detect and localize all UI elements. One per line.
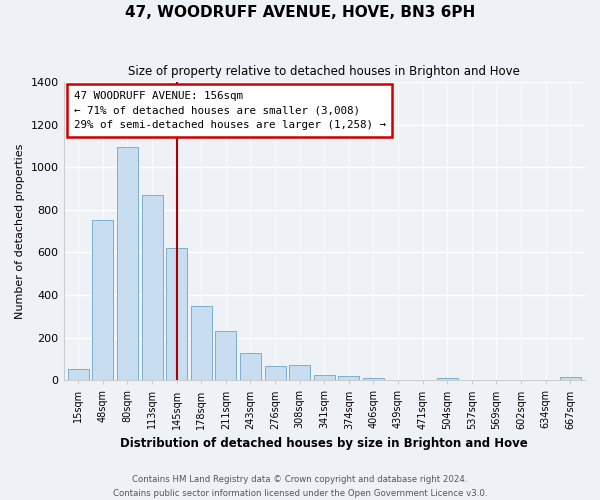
Bar	[68, 368, 89, 380]
Bar	[92, 220, 113, 380]
Text: 47 WOODRUFF AVENUE: 156sqm
← 71% of detached houses are smaller (3,008)
29% of s: 47 WOODRUFF AVENUE: 156sqm ← 71% of deta…	[74, 91, 386, 130]
Bar	[338, 376, 359, 380]
Bar	[560, 377, 581, 380]
Text: Contains HM Land Registry data © Crown copyright and database right 2024.
Contai: Contains HM Land Registry data © Crown c…	[113, 476, 487, 498]
Bar	[215, 332, 236, 380]
Bar	[142, 195, 163, 380]
Bar	[265, 366, 286, 380]
Text: 47, WOODRUFF AVENUE, HOVE, BN3 6PH: 47, WOODRUFF AVENUE, HOVE, BN3 6PH	[125, 5, 475, 20]
Bar	[314, 375, 335, 380]
Bar	[191, 306, 212, 380]
X-axis label: Distribution of detached houses by size in Brighton and Hove: Distribution of detached houses by size …	[121, 437, 528, 450]
Bar	[117, 147, 138, 380]
Y-axis label: Number of detached properties: Number of detached properties	[15, 144, 25, 319]
Bar	[363, 378, 384, 380]
Bar	[166, 248, 187, 380]
Bar	[289, 366, 310, 380]
Bar	[240, 352, 261, 380]
Bar	[437, 378, 458, 380]
Title: Size of property relative to detached houses in Brighton and Hove: Size of property relative to detached ho…	[128, 65, 520, 78]
